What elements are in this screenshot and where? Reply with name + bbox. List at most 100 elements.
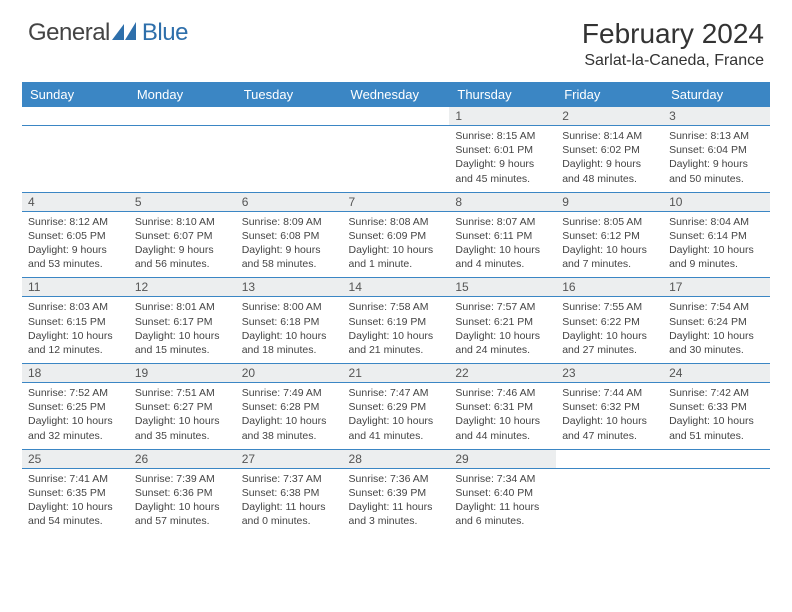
day-number-cell: 1 [449, 107, 556, 126]
day-details-cell: Sunrise: 8:03 AMSunset: 6:15 PMDaylight:… [22, 297, 129, 364]
week-details-row: Sunrise: 7:41 AMSunset: 6:35 PMDaylight:… [22, 468, 770, 534]
location-text: Sarlat-la-Caneda, France [582, 52, 764, 70]
day-number-cell: 15 [449, 278, 556, 297]
daylight-line: Daylight: 11 hours and 3 minutes. [349, 500, 444, 528]
sunset-line: Sunset: 6:33 PM [669, 400, 764, 414]
day-header: Thursday [449, 82, 556, 107]
sunset-line: Sunset: 6:35 PM [28, 486, 123, 500]
daylight-line: Daylight: 9 hours and 45 minutes. [455, 157, 550, 185]
daylight-line: Daylight: 10 hours and 35 minutes. [135, 414, 230, 442]
day-details-cell: Sunrise: 7:54 AMSunset: 6:24 PMDaylight:… [663, 297, 770, 364]
daylight-line: Daylight: 10 hours and 27 minutes. [562, 329, 657, 357]
sunset-line: Sunset: 6:02 PM [562, 143, 657, 157]
sunset-line: Sunset: 6:12 PM [562, 229, 657, 243]
day-details-cell: Sunrise: 8:04 AMSunset: 6:14 PMDaylight:… [663, 211, 770, 278]
sunset-line: Sunset: 6:21 PM [455, 315, 550, 329]
day-number-cell [129, 107, 236, 126]
daylight-line: Daylight: 9 hours and 56 minutes. [135, 243, 230, 271]
day-number-cell [663, 449, 770, 468]
day-details-cell: Sunrise: 7:57 AMSunset: 6:21 PMDaylight:… [449, 297, 556, 364]
day-number-cell: 19 [129, 364, 236, 383]
week-details-row: Sunrise: 8:03 AMSunset: 6:15 PMDaylight:… [22, 297, 770, 364]
day-number-cell: 20 [236, 364, 343, 383]
sunset-line: Sunset: 6:38 PM [242, 486, 337, 500]
day-details-cell: Sunrise: 8:14 AMSunset: 6:02 PMDaylight:… [556, 126, 663, 193]
day-number-cell: 7 [343, 192, 450, 211]
day-details-cell [129, 126, 236, 193]
sunrise-line: Sunrise: 8:09 AM [242, 215, 337, 229]
day-header: Sunday [22, 82, 129, 107]
day-number-cell [236, 107, 343, 126]
day-details-cell: Sunrise: 8:15 AMSunset: 6:01 PMDaylight:… [449, 126, 556, 193]
sunset-line: Sunset: 6:19 PM [349, 315, 444, 329]
sunrise-line: Sunrise: 8:13 AM [669, 129, 764, 143]
week-details-row: Sunrise: 8:15 AMSunset: 6:01 PMDaylight:… [22, 126, 770, 193]
day-details-cell: Sunrise: 8:10 AMSunset: 6:07 PMDaylight:… [129, 211, 236, 278]
day-details-cell: Sunrise: 7:55 AMSunset: 6:22 PMDaylight:… [556, 297, 663, 364]
sunrise-line: Sunrise: 7:46 AM [455, 386, 550, 400]
day-header: Saturday [663, 82, 770, 107]
sunrise-line: Sunrise: 7:49 AM [242, 386, 337, 400]
day-details-cell: Sunrise: 8:07 AMSunset: 6:11 PMDaylight:… [449, 211, 556, 278]
day-details-cell: Sunrise: 7:37 AMSunset: 6:38 PMDaylight:… [236, 468, 343, 534]
sunset-line: Sunset: 6:40 PM [455, 486, 550, 500]
day-header-row: SundayMondayTuesdayWednesdayThursdayFrid… [22, 82, 770, 107]
day-number-cell [22, 107, 129, 126]
daylight-line: Daylight: 10 hours and 18 minutes. [242, 329, 337, 357]
day-number-cell: 9 [556, 192, 663, 211]
calendar-body: 123Sunrise: 8:15 AMSunset: 6:01 PMDaylig… [22, 107, 770, 534]
sunrise-line: Sunrise: 7:58 AM [349, 300, 444, 314]
daylight-line: Daylight: 10 hours and 44 minutes. [455, 414, 550, 442]
week-daynum-row: 11121314151617 [22, 278, 770, 297]
sunset-line: Sunset: 6:27 PM [135, 400, 230, 414]
sunrise-line: Sunrise: 7:51 AM [135, 386, 230, 400]
daylight-line: Daylight: 11 hours and 0 minutes. [242, 500, 337, 528]
daylight-line: Daylight: 10 hours and 1 minute. [349, 243, 444, 271]
sunset-line: Sunset: 6:15 PM [28, 315, 123, 329]
day-header: Wednesday [343, 82, 450, 107]
week-daynum-row: 2526272829 [22, 449, 770, 468]
daylight-line: Daylight: 10 hours and 41 minutes. [349, 414, 444, 442]
daylight-line: Daylight: 10 hours and 4 minutes. [455, 243, 550, 271]
day-number-cell: 26 [129, 449, 236, 468]
daylight-line: Daylight: 9 hours and 50 minutes. [669, 157, 764, 185]
sunrise-line: Sunrise: 7:47 AM [349, 386, 444, 400]
day-number-cell: 21 [343, 364, 450, 383]
sunrise-line: Sunrise: 7:34 AM [455, 472, 550, 486]
sunset-line: Sunset: 6:05 PM [28, 229, 123, 243]
sunrise-line: Sunrise: 8:05 AM [562, 215, 657, 229]
day-number-cell: 6 [236, 192, 343, 211]
sunset-line: Sunset: 6:36 PM [135, 486, 230, 500]
day-number-cell: 27 [236, 449, 343, 468]
day-number-cell: 2 [556, 107, 663, 126]
day-details-cell [556, 468, 663, 534]
week-daynum-row: 18192021222324 [22, 364, 770, 383]
sunset-line: Sunset: 6:28 PM [242, 400, 337, 414]
daylight-line: Daylight: 10 hours and 51 minutes. [669, 414, 764, 442]
sunrise-line: Sunrise: 7:37 AM [242, 472, 337, 486]
day-details-cell: Sunrise: 8:00 AMSunset: 6:18 PMDaylight:… [236, 297, 343, 364]
day-header: Friday [556, 82, 663, 107]
sunrise-line: Sunrise: 7:54 AM [669, 300, 764, 314]
brand-part1: General [28, 19, 110, 46]
daylight-line: Daylight: 10 hours and 54 minutes. [28, 500, 123, 528]
day-details-cell: Sunrise: 7:47 AMSunset: 6:29 PMDaylight:… [343, 383, 450, 450]
day-details-cell: Sunrise: 8:13 AMSunset: 6:04 PMDaylight:… [663, 126, 770, 193]
sunrise-line: Sunrise: 8:15 AM [455, 129, 550, 143]
sunrise-line: Sunrise: 8:04 AM [669, 215, 764, 229]
daylight-line: Daylight: 11 hours and 6 minutes. [455, 500, 550, 528]
day-details-cell: Sunrise: 7:36 AMSunset: 6:39 PMDaylight:… [343, 468, 450, 534]
day-number-cell: 24 [663, 364, 770, 383]
daylight-line: Daylight: 9 hours and 53 minutes. [28, 243, 123, 271]
sunrise-line: Sunrise: 8:07 AM [455, 215, 550, 229]
day-details-cell: Sunrise: 7:49 AMSunset: 6:28 PMDaylight:… [236, 383, 343, 450]
sunset-line: Sunset: 6:08 PM [242, 229, 337, 243]
month-title: February 2024 [582, 18, 764, 50]
day-details-cell [236, 126, 343, 193]
sunrise-line: Sunrise: 8:14 AM [562, 129, 657, 143]
day-number-cell: 13 [236, 278, 343, 297]
sunrise-line: Sunrise: 7:36 AM [349, 472, 444, 486]
sunset-line: Sunset: 6:07 PM [135, 229, 230, 243]
day-details-cell [663, 468, 770, 534]
day-header: Monday [129, 82, 236, 107]
